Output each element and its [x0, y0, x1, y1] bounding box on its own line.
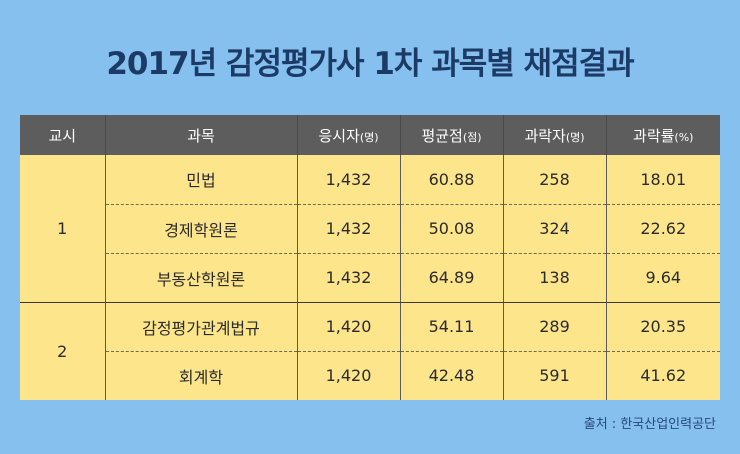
- failed-cell: 138: [502, 253, 606, 303]
- applicants-cell: 1,432: [296, 204, 400, 254]
- fail-rate-cell: 18.01: [605, 155, 720, 205]
- session-cell: 2: [20, 302, 105, 400]
- failed-cell: 258: [502, 155, 606, 205]
- header-fail-rate: 과락률(%): [606, 115, 720, 155]
- average-cell: 42.48: [399, 351, 503, 400]
- header-row: 교시 과목 응시자(명) 평균점(점) 과락자(명) 과락률(%): [20, 115, 720, 155]
- header-subject: 과목: [105, 115, 298, 155]
- fail-rate-cell: 9.64: [605, 253, 720, 303]
- table-row: 1 민법 1,432 60.88 258 18.01: [20, 155, 720, 303]
- header-failed: 과락자(명): [503, 115, 607, 155]
- average-cell: 60.88: [399, 155, 503, 205]
- subject-cell: 경제학원론: [104, 204, 297, 254]
- subject-cell: 부동산학원론: [104, 253, 297, 303]
- subject-cell: 회계학: [104, 351, 297, 400]
- failed-cell: 324: [502, 204, 606, 254]
- average-cell: 54.11: [399, 302, 503, 352]
- session-cell: 1: [20, 155, 105, 303]
- header-average: 평균점(점): [400, 115, 504, 155]
- table-row: 2 감정평가관계법규 1,420 54.11 289 20.35: [20, 302, 720, 400]
- fail-rate-cell: 22.62: [605, 204, 720, 254]
- applicants-cell: 1,432: [296, 155, 400, 205]
- results-table: 교시 과목 응시자(명) 평균점(점) 과락자(명) 과락률(%) 1 민법 1…: [20, 115, 720, 400]
- subject-cell: 민법: [104, 155, 297, 205]
- applicants-cell: 1,420: [296, 302, 400, 352]
- applicants-cell: 1,420: [296, 351, 400, 400]
- page-title: 2017년 감정평가사 1차 과목별 채점결과: [106, 46, 634, 82]
- applicants-cell: 1,432: [296, 253, 400, 303]
- header-session: 교시: [20, 115, 106, 155]
- table-row: 회계학 1,420 42.48 591 41.62: [20, 351, 720, 400]
- table-row: 부동산학원론 1,432 64.89 138 9.64: [20, 253, 720, 303]
- failed-cell: 591: [502, 351, 606, 400]
- subject-cell: 감정평가관계법규: [104, 302, 297, 352]
- average-cell: 64.89: [399, 253, 503, 303]
- failed-cell: 289: [502, 302, 606, 352]
- fail-rate-cell: 41.62: [605, 351, 720, 400]
- source-caption: 출처 : 한국산업인력공단: [583, 417, 716, 432]
- fail-rate-cell: 20.35: [605, 302, 720, 352]
- table-row: 경제학원론 1,432 50.08 324 22.62: [20, 204, 720, 254]
- average-cell: 50.08: [399, 204, 503, 254]
- header-applicants: 응시자(명): [297, 115, 401, 155]
